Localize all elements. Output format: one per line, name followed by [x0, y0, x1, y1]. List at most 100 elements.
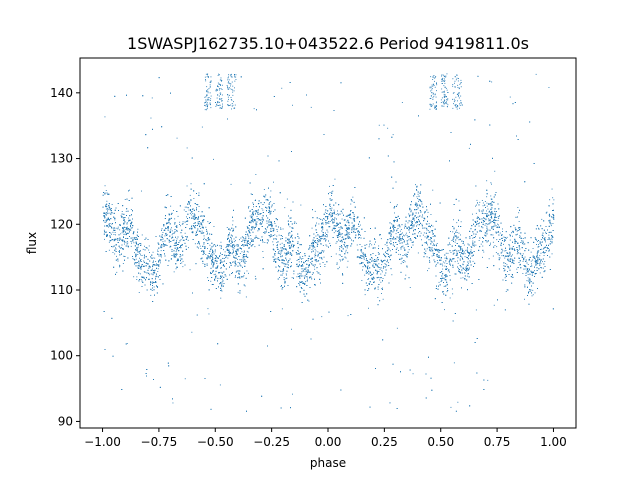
data-point [345, 251, 347, 253]
data-point [302, 270, 304, 271]
data-point [522, 260, 524, 262]
data-point [515, 228, 517, 230]
data-point [504, 257, 506, 259]
data-point [447, 283, 448, 285]
data-point [123, 217, 125, 219]
data-point [111, 204, 113, 205]
data-point [522, 253, 524, 255]
data-point [477, 216, 479, 218]
data-point [296, 276, 298, 278]
data-point [137, 228, 139, 230]
data-point [123, 255, 125, 257]
data-point [136, 234, 138, 236]
data-point [403, 262, 404, 263]
data-point [212, 245, 214, 247]
data-point [438, 249, 440, 251]
data-point [284, 207, 286, 209]
data-point [322, 222, 324, 224]
data-point [345, 224, 346, 226]
data-point [517, 233, 518, 235]
data-point [161, 256, 162, 258]
data-point [254, 237, 255, 239]
data-point [279, 253, 281, 255]
data-point [391, 223, 393, 225]
data-point [347, 315, 349, 317]
data-point [248, 206, 250, 207]
data-point [186, 206, 188, 208]
data-point [541, 267, 543, 269]
data-point [380, 281, 382, 283]
data-point [424, 236, 426, 238]
data-point [393, 230, 395, 232]
data-point [537, 256, 539, 258]
data-point [157, 268, 159, 270]
data-point [496, 246, 498, 248]
data-point [419, 215, 421, 217]
data-point [204, 247, 206, 248]
data-point [222, 261, 224, 263]
data-point [297, 247, 299, 249]
data-point [150, 257, 152, 259]
data-point [371, 278, 373, 280]
data-point [512, 254, 513, 256]
data-point [270, 206, 272, 208]
data-point [232, 262, 234, 263]
data-point [360, 234, 361, 236]
data-point [332, 190, 334, 192]
data-point [551, 253, 553, 255]
data-point [299, 256, 301, 258]
data-point [155, 261, 157, 262]
data-point [374, 239, 376, 240]
data-point [251, 220, 252, 222]
data-point [324, 266, 326, 267]
data-point [479, 201, 481, 203]
data-point [214, 273, 216, 275]
data-point [503, 265, 505, 267]
data-point [493, 220, 494, 222]
data-point [335, 225, 337, 226]
data-point [273, 181, 274, 183]
data-point [503, 236, 505, 238]
data-point [347, 214, 349, 216]
data-point [401, 102, 403, 103]
data-point [252, 220, 254, 222]
data-point [182, 266, 184, 268]
data-point [490, 205, 492, 207]
data-point [552, 213, 554, 215]
data-point [112, 252, 114, 253]
data-point [180, 255, 182, 257]
data-point [220, 271, 222, 273]
data-point [269, 202, 271, 203]
data-point [233, 228, 235, 230]
data-point [488, 220, 490, 222]
data-point [117, 226, 119, 228]
data-point [528, 270, 530, 271]
data-point [133, 276, 135, 278]
data-point [210, 280, 212, 282]
data-point [401, 238, 403, 239]
data-point [377, 288, 379, 290]
data-point [380, 273, 382, 275]
data-point [223, 249, 224, 251]
data-point [237, 291, 239, 293]
data-point [349, 213, 351, 215]
data-point [547, 248, 549, 250]
data-point [507, 256, 509, 258]
data-point [131, 242, 132, 244]
data-point [497, 220, 499, 221]
data-point [472, 245, 474, 246]
data-point [446, 291, 448, 293]
data-point [332, 218, 333, 220]
data-point [274, 223, 276, 224]
data-point [190, 214, 192, 216]
data-point [335, 253, 337, 255]
data-point [134, 252, 135, 254]
data-point [152, 262, 154, 264]
data-point [417, 252, 419, 254]
data-point [321, 316, 323, 318]
data-point [552, 214, 554, 215]
data-point [106, 218, 108, 220]
data-point [399, 238, 400, 240]
data-point [285, 237, 287, 239]
data-point [212, 261, 214, 263]
